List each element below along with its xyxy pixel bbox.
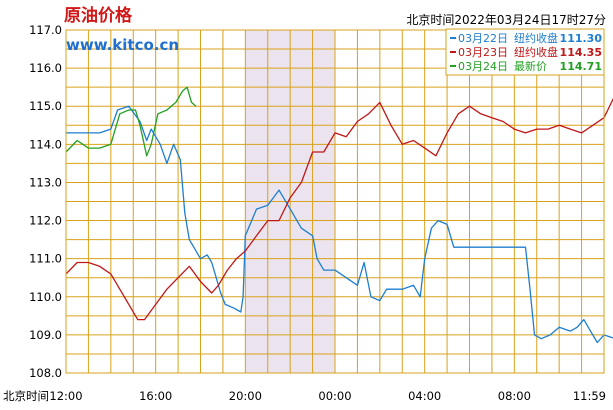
- y-tick-label: 114.0: [29, 137, 62, 151]
- legend-label: 纽约收盘: [514, 45, 558, 59]
- x-tick-label: 04:00: [408, 389, 441, 403]
- legend-date: 03月23日: [458, 46, 508, 59]
- x-axis-ticks: 12:00 16:00 20:00 00:00 04:00 08:00 11:59: [49, 389, 606, 403]
- y-tick-label: 117.0: [29, 23, 62, 37]
- y-tick-label: 108.0: [29, 366, 62, 380]
- y-axis-ticks: 108.0 109.0 110.0 111.0 112.0 113.0 114.0 115.0…: [29, 23, 62, 380]
- x-tick-label: 20:00: [229, 389, 262, 403]
- x-tick-label: 11:59: [573, 389, 606, 403]
- y-tick-label: 116.0: [29, 61, 62, 75]
- timestamp: 北京时间2022年03月24日17时27分: [406, 13, 606, 27]
- legend-value: 111.30: [560, 32, 603, 45]
- plot-area: [66, 30, 613, 373]
- legend-label: 纽约收盘: [514, 31, 558, 45]
- x-tick-label: 16:00: [139, 389, 172, 403]
- legend-date: 03月24日: [458, 60, 508, 73]
- x-tick-label: 12:00: [49, 389, 82, 403]
- legend-value: 114.71: [560, 60, 602, 73]
- y-tick-label: 109.0: [29, 328, 62, 342]
- y-tick-label: 112.0: [29, 214, 62, 228]
- legend: 03月22日 纽约收盘 111.30 03月23日 纽约收盘 114.35 03月24日 最新…: [446, 29, 604, 75]
- y-tick-label: 115.0: [29, 99, 62, 113]
- x-tick-label: 08:00: [498, 389, 531, 403]
- y-tick-label: 113.0: [29, 175, 62, 189]
- x-axis-label: 北京时间: [3, 389, 49, 403]
- source-link[interactable]: www.kitco.cn: [66, 36, 179, 54]
- x-tick-label: 00:00: [318, 389, 351, 403]
- legend-value: 114.35: [560, 46, 602, 59]
- y-tick-label: 111.0: [29, 252, 62, 266]
- y-tick-label: 110.0: [29, 290, 62, 304]
- legend-date: 03月22日: [458, 32, 508, 45]
- chart-title: 原油价格: [64, 5, 133, 26]
- legend-label: 最新价: [514, 59, 547, 73]
